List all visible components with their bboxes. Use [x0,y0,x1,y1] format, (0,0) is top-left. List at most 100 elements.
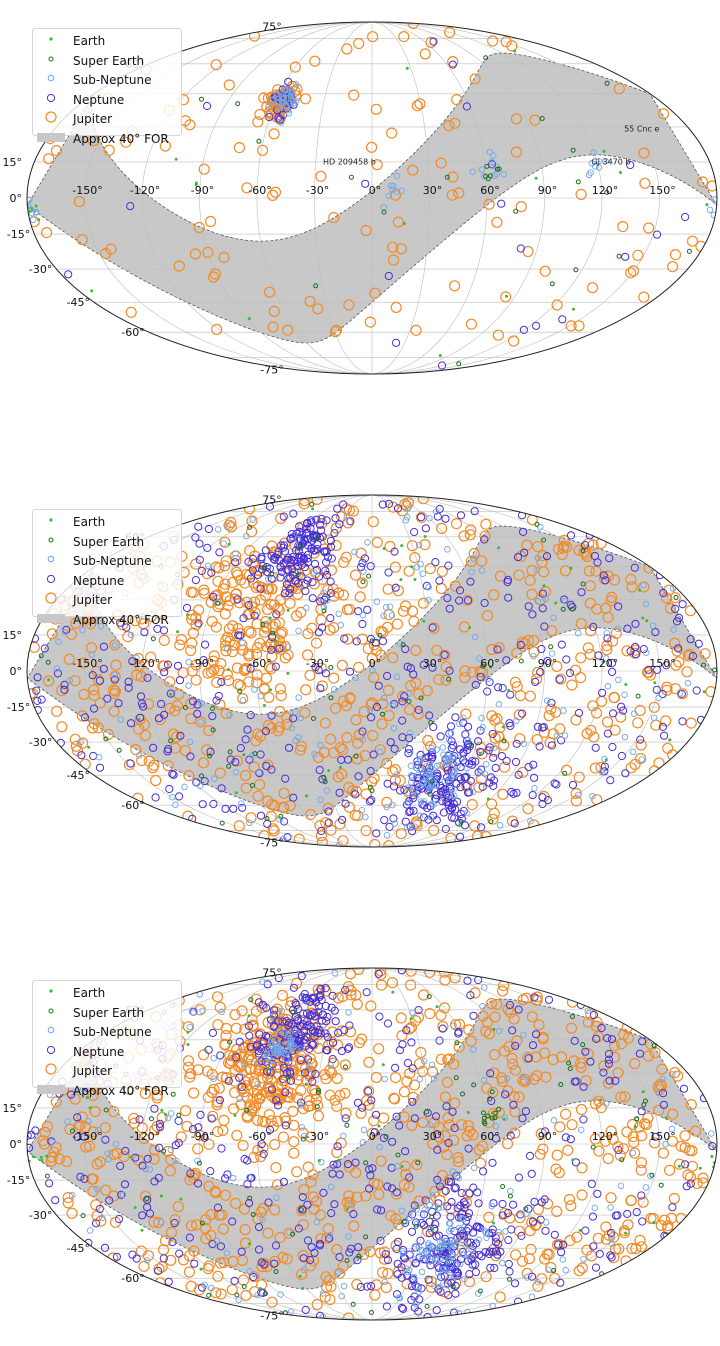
point-earth [571,1158,575,1162]
point-jupiter [209,268,221,280]
point-neptune [317,526,326,535]
point-neptune [32,686,41,695]
lat-tick-label: 75° [262,967,282,980]
point-super-earth [539,116,545,121]
point-sub-neptune [320,603,328,611]
point-neptune [99,642,109,651]
point-super-earth [344,1122,350,1128]
legend-neptune-label: Neptune [73,92,125,107]
legend-jupiter-label: Jupiter [73,593,113,607]
legend-for-label: Approx 40° FOR [73,612,169,627]
point-sub-neptune [295,627,302,635]
point-jupiter [388,1092,400,1104]
point-jupiter [336,1025,348,1037]
point-jupiter [252,1114,264,1126]
point-jupiter [562,1144,574,1156]
point-sub-neptune [640,581,647,589]
point-sub-neptune [68,1191,76,1199]
point-jupiter [473,781,485,793]
lat-tick-label: 15° [3,156,23,169]
point-neptune [199,656,208,665]
point-neptune [542,552,552,561]
point-neptune [233,595,242,604]
point-jupiter [159,140,171,152]
point-super-earth [534,521,540,527]
point-jupiter [238,664,251,676]
point-jupiter [685,1099,697,1111]
point-jupiter [292,1074,304,1086]
point-neptune [322,1017,331,1026]
point-neptune [274,1101,283,1110]
lon-tick-label: -60° [248,1130,271,1143]
point-neptune [237,1247,246,1256]
point-sub-neptune [404,784,411,792]
point-jupiter [449,117,461,129]
point-neptune [285,1067,295,1076]
point-neptune [164,1277,173,1286]
point-jupiter [497,985,509,997]
point-jupiter [266,540,278,552]
point-jupiter [682,650,694,662]
point-super-earth [182,705,188,710]
point-earth [242,753,246,757]
point-jupiter [543,710,555,722]
point-sub-neptune [450,769,458,776]
point-jupiter [686,1160,699,1172]
point-jupiter [231,662,243,674]
point-neptune [311,1012,320,1021]
point-neptune [302,524,311,534]
point-jupiter [476,1140,488,1152]
point-jupiter [351,1278,363,1291]
lon-tick-label: -90° [191,184,214,197]
point-jupiter [689,1125,702,1137]
point-jupiter [537,1143,549,1155]
point-neptune [279,543,288,552]
point-sub-neptune [574,791,582,799]
point-jupiter [574,672,587,684]
point-neptune [536,667,545,677]
point-neptune [518,709,527,718]
point-neptune [589,1010,599,1020]
point-jupiter [525,1243,537,1255]
point-jupiter [498,739,510,751]
point-earth [129,1155,133,1159]
point-jupiter [638,147,650,159]
point-jupiter [172,1201,184,1213]
point-jupiter [545,703,557,715]
point-neptune [238,803,247,812]
point-sub-neptune [434,1179,441,1187]
point-jupiter [273,1094,285,1106]
point-super-earth [549,281,555,287]
point-sub-neptune [64,1118,71,1125]
point-jupiter [316,836,328,847]
point-earth [702,690,706,694]
point-jupiter [522,635,535,647]
point-neptune [143,1154,152,1163]
legend-sub-neptune: Sub-Neptune [37,71,177,91]
point-jupiter [662,1222,674,1234]
point-neptune [571,1158,581,1167]
point-jupiter [51,705,63,717]
point-jupiter [399,600,412,612]
point-sub-neptune [88,651,96,658]
point-sub-neptune [238,800,245,807]
point-neptune [214,691,223,701]
point-neptune [62,625,71,634]
point-jupiter [582,1016,594,1028]
point-sub-neptune [285,109,293,117]
point-jupiter [249,607,261,619]
point-jupiter [488,807,500,819]
point-super-earth [316,1090,321,1095]
point-sub-neptune [410,786,418,793]
point-sub-neptune [452,1261,460,1268]
point-jupiter [215,1288,227,1300]
point-jupiter [406,540,418,552]
point-super-earth [344,1258,350,1263]
point-jupiter [108,1149,120,1161]
point-jupiter [398,30,410,43]
point-neptune [436,732,445,741]
point-neptune [538,589,547,598]
point-jupiter [264,286,276,298]
point-jupiter [576,1189,588,1201]
point-jupiter [232,678,244,690]
